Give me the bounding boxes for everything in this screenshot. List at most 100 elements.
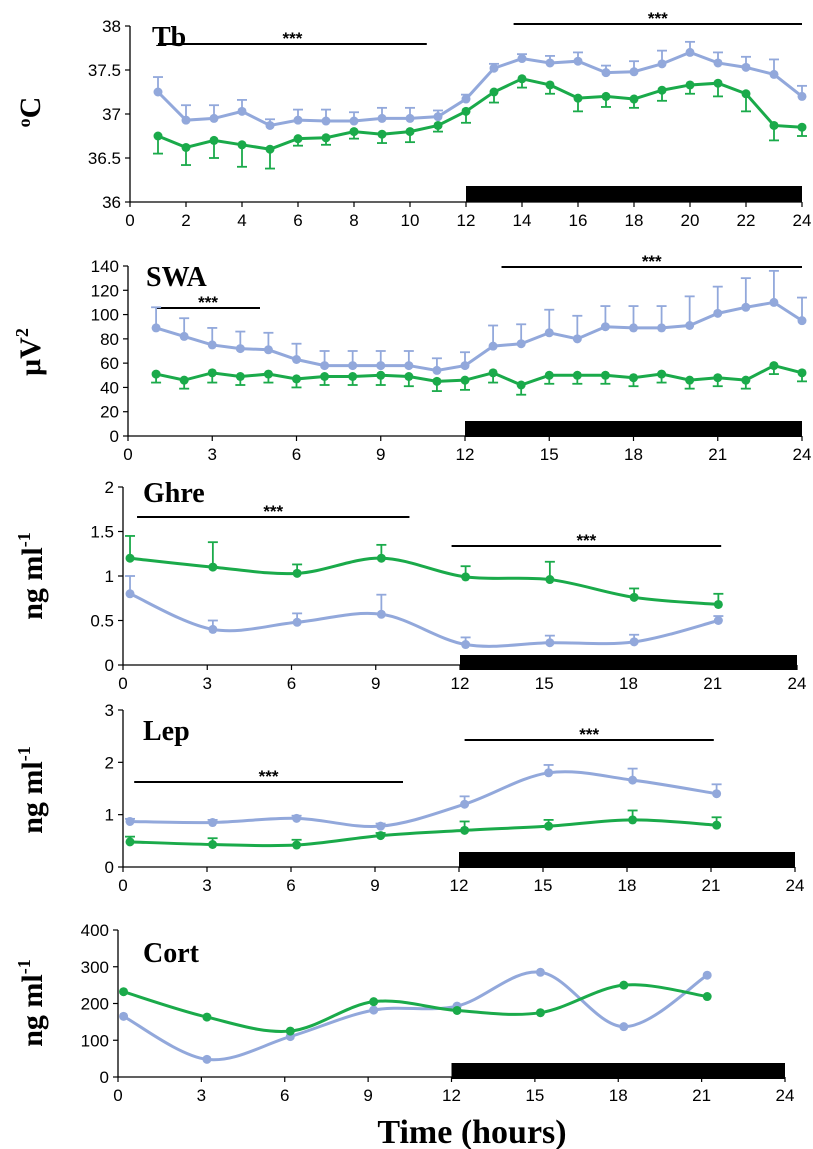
series-b-point bbox=[544, 821, 554, 831]
x-tick-label: 15 bbox=[535, 674, 554, 693]
series-a-point bbox=[461, 94, 471, 104]
series-a-point bbox=[461, 640, 471, 650]
series-b-point bbox=[629, 592, 639, 602]
series-b-point bbox=[321, 133, 331, 143]
series-a-point bbox=[235, 344, 245, 354]
y-tick-label: 40 bbox=[100, 378, 119, 397]
series-a-point bbox=[265, 120, 275, 130]
series-b-point bbox=[619, 980, 629, 990]
x-tick-label: 12 bbox=[456, 445, 475, 464]
y-tick-label: 37.5 bbox=[88, 61, 121, 80]
x-tick-label: 6 bbox=[280, 1086, 289, 1105]
x-tick-label: 20 bbox=[681, 211, 700, 230]
y-axis-label: μV2 bbox=[12, 328, 47, 376]
series-a-point bbox=[619, 1022, 629, 1032]
series-a-point bbox=[572, 334, 582, 344]
series-a-point bbox=[544, 328, 554, 338]
y-tick-label: 2 bbox=[105, 478, 114, 497]
y-tick-label: 0 bbox=[105, 656, 114, 675]
series-b-point bbox=[263, 369, 273, 379]
series-b-point bbox=[377, 129, 387, 139]
series-b-point bbox=[153, 131, 163, 141]
series-b-line bbox=[157, 77, 803, 151]
series-a-point bbox=[545, 638, 555, 648]
y-tick-label: 38 bbox=[102, 17, 121, 36]
series-a-point bbox=[125, 816, 135, 826]
series-a-point bbox=[460, 361, 470, 371]
y-axis-label-sup: o bbox=[14, 118, 34, 127]
series-a-line bbox=[129, 592, 719, 648]
x-tick-label: 22 bbox=[737, 211, 756, 230]
series-a-point bbox=[208, 818, 218, 828]
series-b-point bbox=[769, 120, 779, 130]
series-b-point bbox=[685, 80, 695, 90]
y-axis-label-main: ng ml bbox=[16, 547, 49, 620]
series-a-point bbox=[769, 69, 779, 79]
y-tick-label: 80 bbox=[100, 330, 119, 349]
x-tick-label: 16 bbox=[569, 211, 588, 230]
x-tick-label: 15 bbox=[540, 445, 559, 464]
x-tick-label: 18 bbox=[624, 445, 643, 464]
series-b-point bbox=[151, 369, 161, 379]
series-b-point bbox=[348, 372, 358, 381]
dark-phase-bar bbox=[466, 186, 802, 202]
x-tick-label: 18 bbox=[609, 1086, 628, 1105]
series-b-point bbox=[119, 987, 129, 997]
series-a-line bbox=[155, 300, 803, 372]
series-a-point bbox=[685, 47, 695, 57]
x-tick-label: 15 bbox=[525, 1086, 544, 1105]
series-a-point bbox=[119, 1011, 129, 1021]
series-a-point bbox=[657, 323, 667, 333]
y-axis-label-sup: -1 bbox=[14, 959, 34, 974]
x-tick-label: 24 bbox=[793, 211, 812, 230]
series-b-point bbox=[181, 142, 191, 152]
series-a-point bbox=[432, 365, 442, 375]
x-tick-label: 9 bbox=[371, 674, 380, 693]
y-tick-label: 400 bbox=[81, 921, 109, 940]
y-axis-label: oC bbox=[14, 97, 47, 128]
series-a-point bbox=[629, 67, 639, 77]
y-axis-label: ng ml-1 bbox=[14, 959, 49, 1047]
significance-label: *** bbox=[259, 767, 279, 786]
series-b-point bbox=[572, 370, 582, 380]
series-b-point bbox=[712, 820, 722, 830]
series-a-point bbox=[629, 323, 638, 333]
significance-label: *** bbox=[282, 29, 302, 48]
y-tick-label: 120 bbox=[91, 281, 119, 300]
significance-label: *** bbox=[263, 502, 283, 521]
panel-title: Tb bbox=[152, 22, 186, 53]
x-tick-label: 21 bbox=[703, 674, 722, 693]
significance-label: *** bbox=[198, 293, 218, 312]
series-b-point bbox=[769, 361, 779, 371]
dark-phase-bar bbox=[451, 1063, 785, 1079]
y-axis-label-sup: 2 bbox=[12, 328, 32, 337]
series-a-point bbox=[377, 113, 387, 123]
series-b-point bbox=[125, 553, 135, 563]
series-b-point bbox=[202, 1012, 212, 1022]
series-b-point bbox=[376, 553, 386, 563]
series-a-point bbox=[209, 113, 219, 123]
series-b-point bbox=[376, 831, 386, 841]
series-b-point bbox=[545, 575, 555, 585]
series-a-point bbox=[348, 361, 358, 371]
x-tick-label: 3 bbox=[208, 445, 217, 464]
series-a-line bbox=[129, 770, 717, 829]
series-a-point bbox=[207, 340, 217, 350]
series-a-point bbox=[376, 609, 386, 619]
y-tick-label: 36 bbox=[102, 193, 121, 212]
x-tick-label: 4 bbox=[237, 211, 246, 230]
series-a-point bbox=[489, 63, 499, 73]
x-tick-label: 6 bbox=[287, 674, 296, 693]
series-a-point bbox=[741, 302, 751, 312]
series-b-point bbox=[628, 815, 638, 825]
series-a-line bbox=[156, 50, 803, 128]
dark-phase-bar bbox=[459, 852, 795, 868]
series-b-point bbox=[657, 85, 667, 95]
y-tick-label: 100 bbox=[91, 306, 119, 325]
series-b-point bbox=[292, 568, 302, 578]
x-tick-label: 18 bbox=[618, 876, 637, 895]
series-b-point bbox=[741, 375, 751, 385]
